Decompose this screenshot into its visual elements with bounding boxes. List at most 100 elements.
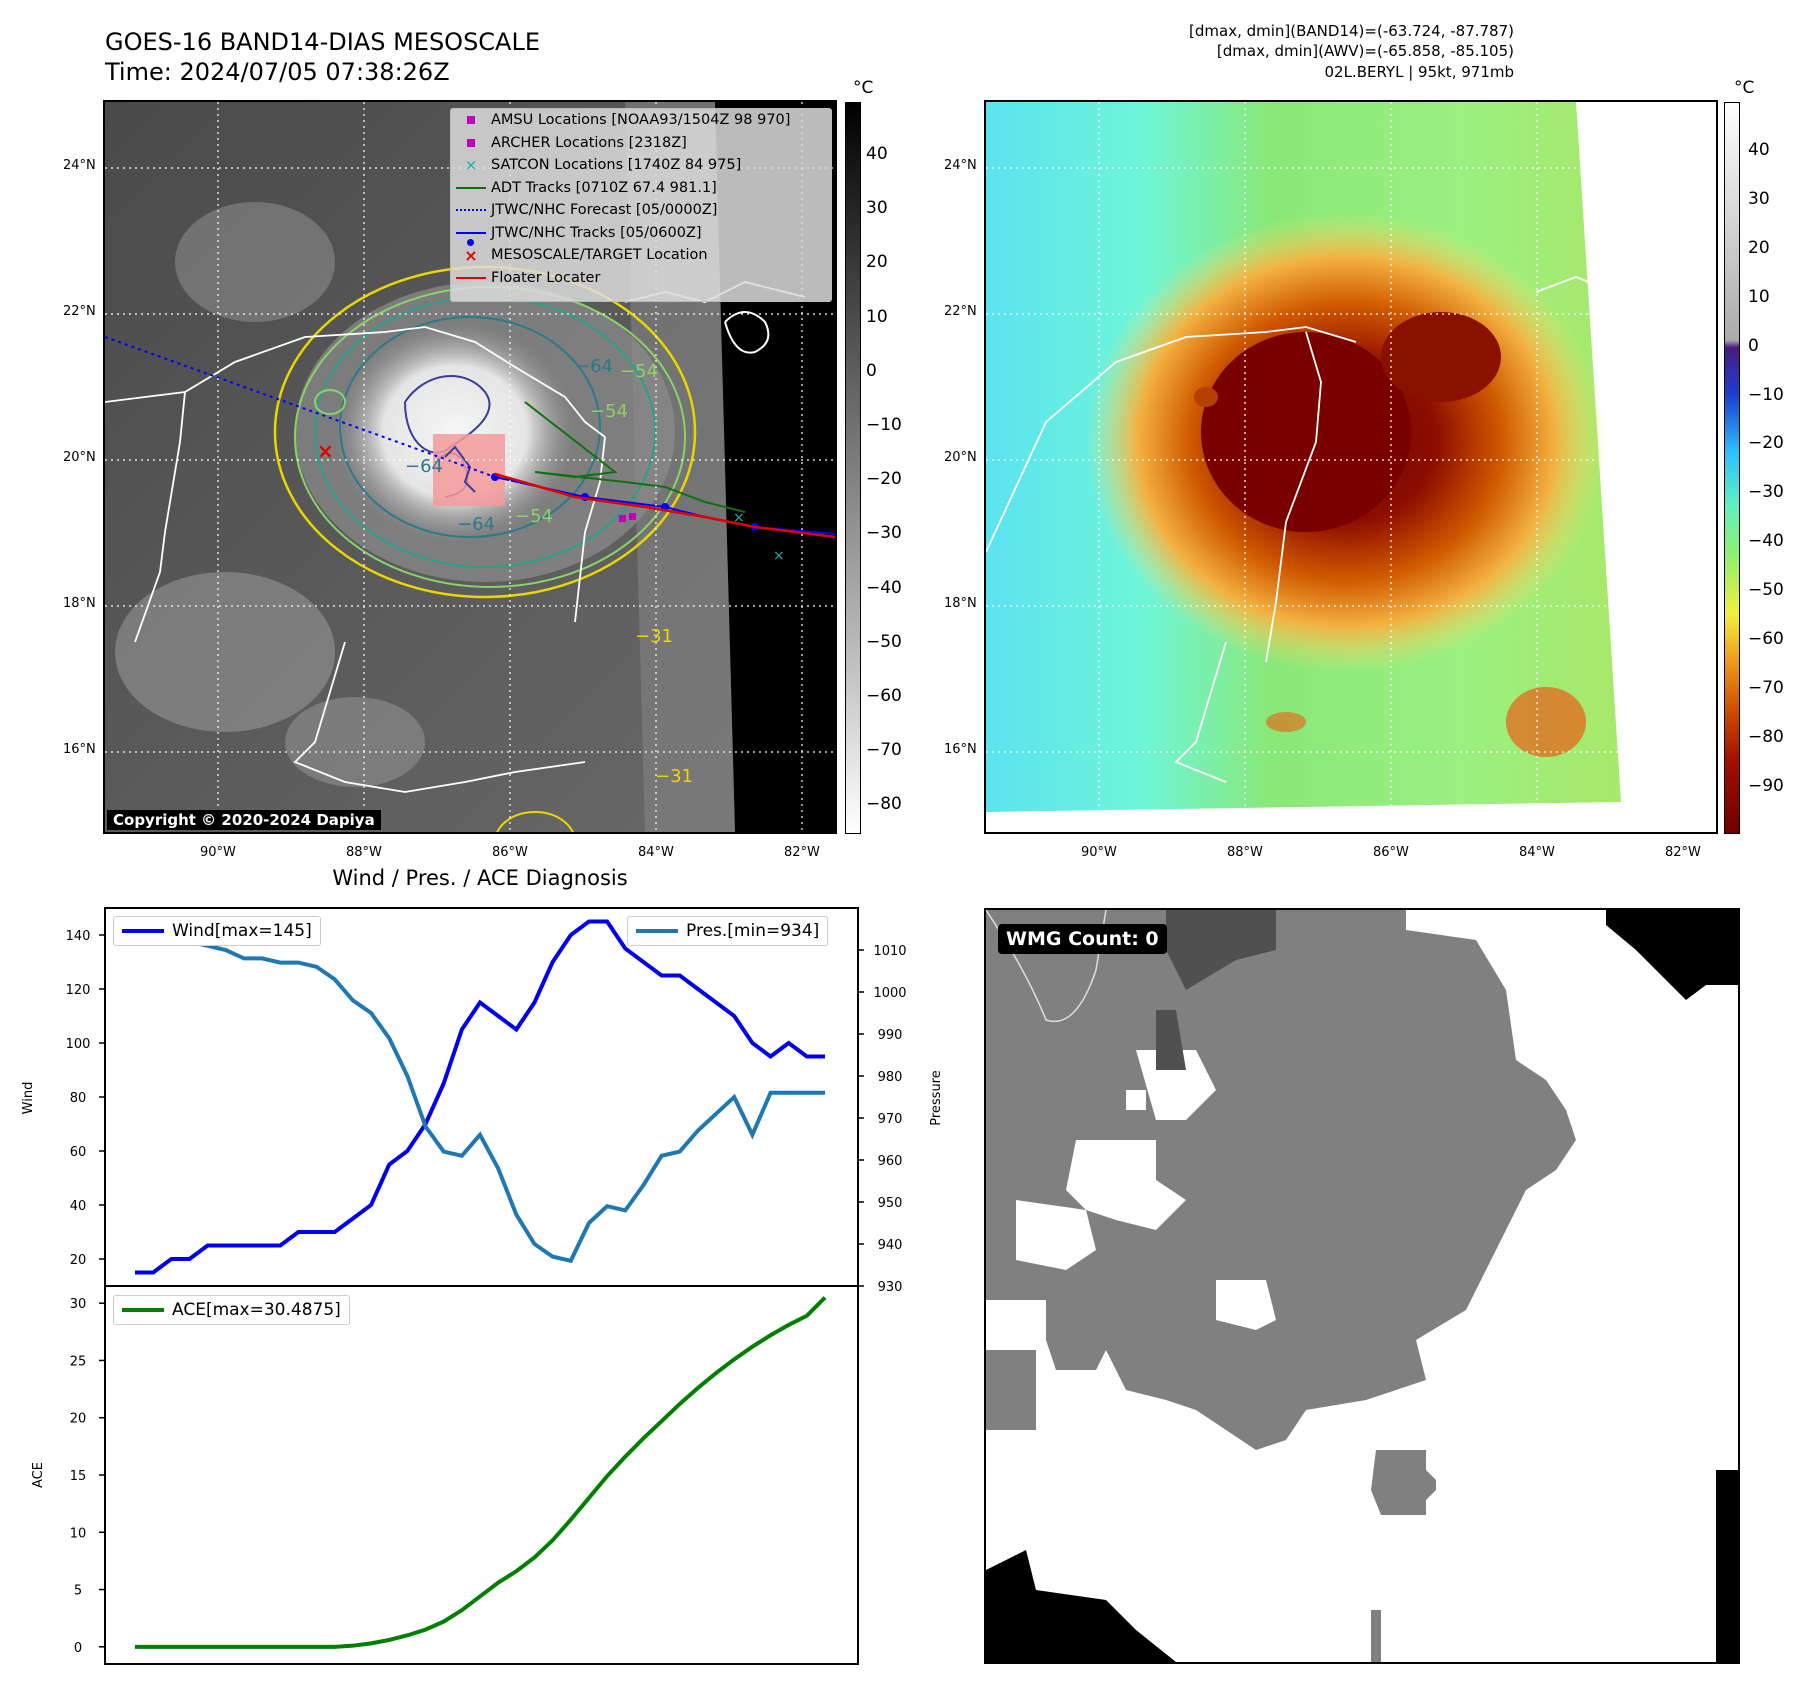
wmg-image bbox=[986, 910, 1738, 1662]
diagnosis-title: Wind / Pres. / ACE Diagnosis bbox=[332, 866, 628, 890]
legend-label: ADT Tracks [0710Z 67.4 981.1] bbox=[491, 179, 717, 196]
diagnosis-plots: 2040608010012014093094095096097098099010… bbox=[21, 907, 944, 1665]
colorbar-tick-label: −40 bbox=[866, 577, 902, 598]
ace-layer: 0 5 10 15 20 25 30 bbox=[70, 1296, 827, 1656]
lon-label: 90°W bbox=[200, 845, 236, 860]
colorbar-tick-label: −30 bbox=[1748, 482, 1784, 503]
lat-label: 18°N bbox=[944, 596, 977, 611]
colorbar-tick-label: 0 bbox=[1748, 335, 1759, 356]
legend-label: Floater Locater bbox=[491, 269, 601, 286]
wind-ylabel: Wind bbox=[21, 1082, 36, 1115]
line-dot-icon bbox=[451, 231, 491, 246]
pressure-tick-label: 970 bbox=[878, 1112, 903, 1127]
legend-item-target: × MESOSCALE/TARGET Location bbox=[451, 244, 831, 267]
lon-label: 90°W bbox=[1081, 845, 1117, 860]
legend-label: ARCHER Locations [2318Z] bbox=[491, 134, 687, 151]
svg-text:×: × bbox=[733, 510, 745, 526]
colorbar-tick-label: 10 bbox=[1748, 286, 1770, 307]
legend-label: AMSU Locations [NOAA93/1504Z 98 970] bbox=[491, 112, 791, 129]
legend-item-floater: Floater Locater bbox=[451, 267, 831, 290]
wind-tick-label: 120 bbox=[66, 983, 91, 998]
pressure-line-icon bbox=[636, 929, 678, 933]
wmg-count-badge: WMG Count: 0 bbox=[998, 924, 1167, 954]
lon-label: 82°W bbox=[1665, 845, 1701, 860]
legend-item-satcon: × SATCON Locations [1740Z 84 975] bbox=[451, 154, 831, 177]
wind-legend-label: Wind[max=145] bbox=[172, 921, 312, 941]
lon-label: 84°W bbox=[1519, 845, 1555, 860]
ace-tick-label: 30 bbox=[70, 1297, 87, 1312]
ace-tick-label: 15 bbox=[70, 1469, 87, 1484]
colorbar-tick-label: −70 bbox=[866, 740, 902, 761]
pressure-tick-label: 1010 bbox=[873, 944, 906, 959]
stats-line1: [dmax, dmin](BAND14)=(-63.724, -87.787) bbox=[1189, 22, 1514, 40]
svg-text:×: × bbox=[317, 439, 334, 463]
lat-label: 20°N bbox=[944, 450, 977, 465]
contour-label: −64 bbox=[405, 456, 443, 477]
ace-tick-label: 10 bbox=[70, 1526, 87, 1541]
colorbar-tick-label: −50 bbox=[866, 631, 902, 652]
pressure-tick-label: 960 bbox=[878, 1154, 903, 1169]
ir-colorbar bbox=[845, 102, 861, 834]
contour-label: −54 bbox=[590, 401, 628, 422]
ace-legend: ACE[max=30.4875] bbox=[113, 1295, 350, 1325]
colorbar-tick-label: −70 bbox=[1748, 677, 1784, 698]
lat-label: 22°N bbox=[63, 304, 96, 319]
colorbar-tick-label: −50 bbox=[1748, 580, 1784, 601]
ace-tick-label: 0 bbox=[74, 1641, 82, 1656]
pressure-tick-label: 1000 bbox=[873, 986, 906, 1001]
lon-label: 82°W bbox=[784, 845, 820, 860]
colorbar-tick-label: −40 bbox=[1748, 531, 1784, 552]
colorbar-tick-label: 30 bbox=[1748, 188, 1770, 209]
lat-label: 24°N bbox=[63, 158, 96, 173]
pressure-series-line bbox=[135, 927, 825, 1264]
colorbar-tick-label: 0 bbox=[866, 360, 877, 381]
legend-label: MESOSCALE/TARGET Location bbox=[491, 247, 708, 264]
colorbar-tick-label: −90 bbox=[1748, 775, 1784, 796]
lat-label: 16°N bbox=[63, 742, 96, 757]
ace-line-icon bbox=[122, 1308, 164, 1312]
colorbar-tick-label: 40 bbox=[1748, 140, 1770, 160]
wind-line-icon bbox=[122, 929, 164, 933]
contour-label: −54 bbox=[515, 506, 553, 527]
lon-label: 86°W bbox=[492, 845, 528, 860]
lon-label: 84°W bbox=[638, 845, 674, 860]
lat-label: 20°N bbox=[63, 450, 96, 465]
colorbar-unit: °C bbox=[853, 78, 874, 98]
ace-tick-label: 25 bbox=[70, 1354, 87, 1369]
wind-legend: Wind[max=145] bbox=[113, 916, 321, 946]
pressure-tick-label: 990 bbox=[878, 1028, 903, 1043]
legend-label: SATCON Locations [1740Z 84 975] bbox=[491, 157, 742, 174]
x-marker-icon: × bbox=[464, 156, 478, 175]
colorbar-tick-label: −60 bbox=[1748, 629, 1784, 649]
pressure-legend-label: Pres.[min=934] bbox=[686, 921, 820, 941]
lon-label: 88°W bbox=[1227, 845, 1263, 860]
stats-line3: 02L.BERYL | 95kt, 971mb bbox=[1324, 63, 1514, 81]
colorbar-tick-label: 20 bbox=[1748, 237, 1770, 258]
pressure-tick-label: 930 bbox=[878, 1280, 903, 1295]
colorbar-tick-label: −10 bbox=[1748, 384, 1784, 405]
contour-label: −31 bbox=[635, 626, 673, 647]
lon-label: 86°W bbox=[1373, 845, 1409, 860]
ace-tick-label: 5 bbox=[74, 1584, 82, 1599]
wind-pres-axes bbox=[104, 907, 859, 1287]
wind-series-line bbox=[135, 919, 825, 1275]
ace-axes bbox=[104, 1285, 859, 1665]
svg-text:×: × bbox=[773, 548, 785, 564]
wind-tick-label: 100 bbox=[66, 1037, 91, 1052]
colorbar-unit: °C bbox=[1734, 78, 1755, 98]
lat-label: 18°N bbox=[63, 596, 96, 611]
wind-tick-label: 60 bbox=[70, 1145, 87, 1160]
colorbar-tick-label: 30 bbox=[866, 198, 888, 219]
legend-item-archer: ARCHER Locations [2318Z] bbox=[451, 132, 831, 155]
line-marker-icon bbox=[451, 276, 491, 279]
line-marker-icon bbox=[451, 186, 491, 189]
awv-map-image bbox=[986, 102, 1716, 832]
legend-item-amsu: AMSU Locations [NOAA93/1504Z 98 970] bbox=[451, 109, 831, 132]
colorbar-tick-label: −60 bbox=[866, 686, 902, 706]
contour-label: −54 bbox=[620, 361, 658, 382]
legend-label: JTWC/NHC Tracks [05/0600Z] bbox=[491, 224, 702, 241]
legend-item-tracks: JTWC/NHC Tracks [05/0600Z] bbox=[451, 222, 831, 246]
colorbar-tick-label: −20 bbox=[1748, 433, 1784, 454]
contour-label: −64 bbox=[575, 356, 613, 377]
legend-item-forecast: JTWC/NHC Forecast [05/0000Z] bbox=[451, 199, 831, 222]
